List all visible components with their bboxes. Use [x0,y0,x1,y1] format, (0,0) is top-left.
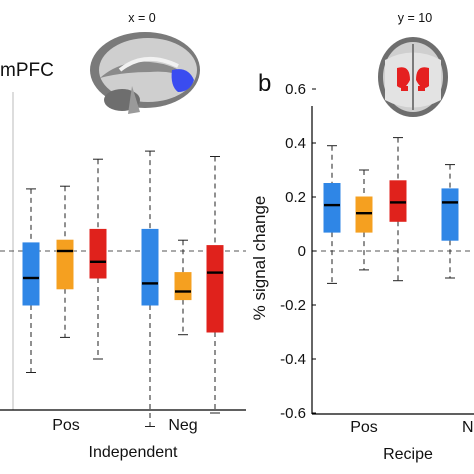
right-y-axis-label: % signal change [250,196,269,321]
box-left-pos-orange [56,185,74,338]
box-left-neg-red [206,156,224,414]
left-boxplots [22,150,224,427]
box-body [441,188,459,241]
sagittal-brain-image [90,32,200,114]
box-left-neg-blue [141,150,159,427]
right-y-ticks: 0.6 0.4 0.2 0 -0.2 -0.4 -0.6 [280,81,316,422]
left-tick-label-neg: Neg [168,417,197,434]
box-right-n-blue [441,164,459,279]
y-tick-label: 0.2 [285,189,306,206]
right-tick-label-pos: Pos [350,419,378,436]
left-tick-label-pos: Pos [52,417,80,434]
box-body [389,180,407,222]
y-tick-label: 0.6 [285,81,306,98]
box-left-pos-red [89,158,107,360]
right-tick-label-n: N [462,419,474,436]
box-body [206,245,224,333]
right-group-label: Recipe [383,446,433,463]
striatum-left-highlight [397,67,410,88]
right-boxplots [323,137,459,284]
box-body [141,228,159,306]
striatum-right-highlight [416,67,429,88]
mpfc-highlight [171,69,194,92]
box-right-pos-orange [355,169,373,271]
box-body [89,228,107,279]
y-tick-label: -0.2 [280,297,306,314]
left-slice-label: x = 0 [128,11,155,25]
box-right-pos-red [389,137,407,282]
y-tick-label: 0.4 [285,135,306,152]
box-body [323,183,341,233]
box-left-pos-blue [22,188,40,373]
box-body [174,272,192,301]
panel-letter-b: b [258,70,271,97]
coronal-brain-image [378,37,448,117]
box-body [22,242,40,306]
y-tick-label: -0.6 [280,405,306,422]
left-group-label: Independent [89,444,179,461]
y-tick-label: -0.4 [280,351,306,368]
box-left-neg-orange [174,239,192,336]
box-body [56,239,74,290]
y-tick-label: 0 [298,243,306,260]
box-body [355,196,373,233]
box-right-pos-blue [323,145,341,284]
right-slice-label: y = 10 [398,11,432,25]
left-region-label: mPFC [0,60,54,81]
